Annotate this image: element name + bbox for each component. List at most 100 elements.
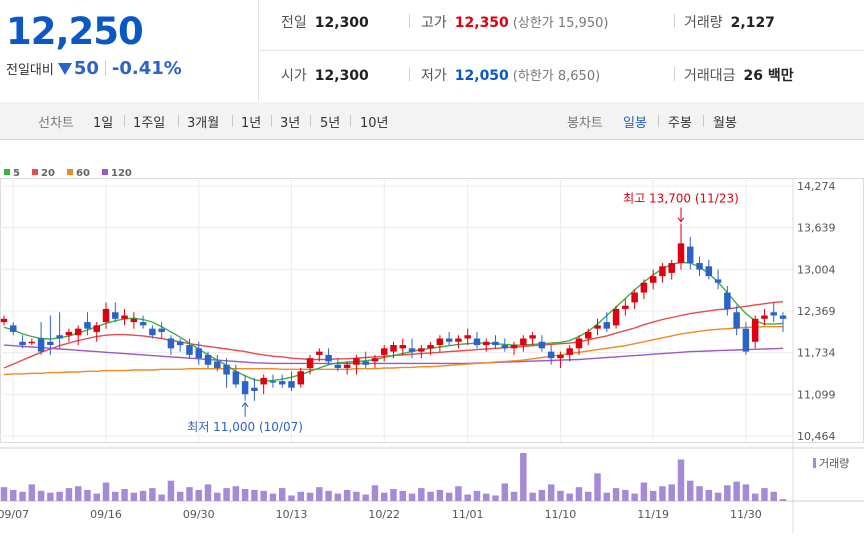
high-label: 고가 <box>421 15 447 31</box>
volume-legend-swatch <box>813 458 816 468</box>
candle-body <box>761 315 768 319</box>
low-value: 12,050 <box>454 68 509 84</box>
open-value: 12,300 <box>314 68 369 84</box>
volume-bar <box>510 491 518 501</box>
tab-weekly[interactable]: 주봉 <box>668 116 692 131</box>
annotations: 최고 13,700 (11/23) 최저 11,000 (10/07) <box>187 192 739 434</box>
tab-1y[interactable]: 1년 <box>241 116 262 131</box>
tab-5y[interactable]: 5년 <box>320 116 341 131</box>
tab-3y[interactable]: 3년 <box>280 116 301 131</box>
candles <box>0 223 787 401</box>
volume-bar <box>445 492 453 501</box>
candle-body <box>176 341 184 346</box>
open-field: 시가 12,300 <box>281 65 369 85</box>
volume-bar <box>585 491 592 501</box>
annotation-low: 최저 11,000 (10/07) <box>187 420 303 434</box>
y-tick-label: 14,274 <box>797 180 836 193</box>
tab-monthly[interactable]: 월봉 <box>713 116 737 131</box>
x-axis: 09/07 09/16 09/30 10/13 10/22 11/01 11/10 11/19… <box>0 508 762 521</box>
candle-body <box>380 348 388 355</box>
candle-body <box>557 354 564 359</box>
volume-bar <box>195 489 202 501</box>
candle-chart-label: 봉차트 <box>567 116 603 131</box>
tab-1w[interactable]: 1주일 <box>133 116 166 131</box>
divider <box>271 115 272 127</box>
candle-body <box>668 263 675 273</box>
candle-body <box>130 318 138 323</box>
change-label: 전일대비 <box>6 63 54 78</box>
candle-body <box>269 381 277 383</box>
candle-body <box>158 328 165 332</box>
volume-bar <box>74 486 82 501</box>
tab-1d[interactable]: 1일 <box>93 116 114 131</box>
divider <box>674 14 675 28</box>
candle-body <box>19 341 26 346</box>
volume-bar <box>714 492 722 501</box>
volume-bar <box>37 490 45 501</box>
candle-body <box>547 351 555 359</box>
tab-10y[interactable]: 10년 <box>360 116 389 131</box>
volume-bar <box>603 492 611 501</box>
candle-body <box>705 266 713 277</box>
divider <box>232 115 233 127</box>
legend-label: 60 <box>76 168 90 179</box>
tab-3m[interactable]: 3개월 <box>187 116 220 131</box>
x-tick-label: 11/10 <box>545 508 577 521</box>
candle-body <box>93 325 100 332</box>
volume-bar <box>464 494 471 501</box>
volume-bar <box>482 493 490 501</box>
volume-bar <box>167 480 175 501</box>
candle-body <box>770 312 777 316</box>
volume-bar <box>47 492 54 501</box>
candle-body <box>436 338 444 346</box>
volume-bar <box>362 494 369 501</box>
volume-bar <box>93 493 100 501</box>
line-chart-label: 선차트 <box>38 116 74 131</box>
divider <box>409 14 410 28</box>
volume-bar <box>10 489 17 501</box>
volume-bar <box>557 490 564 501</box>
volume-bar <box>28 484 36 501</box>
x-tick-label: 09/07 <box>0 508 29 521</box>
divider <box>310 115 311 127</box>
low-label: 저가 <box>421 68 447 84</box>
candle-body <box>149 328 156 336</box>
candle-body <box>195 348 202 359</box>
volume-bar <box>130 492 138 501</box>
candle-body <box>10 325 17 332</box>
candle-body <box>278 381 286 385</box>
divider <box>258 50 864 51</box>
candle-body <box>594 325 601 329</box>
volume-bar <box>112 491 119 501</box>
volume-bar <box>427 491 434 501</box>
legend-swatch <box>32 169 38 175</box>
volume-bar <box>631 493 638 501</box>
candle-body <box>371 358 379 362</box>
candle-body <box>482 341 490 346</box>
lower-limit: (하한가 8,650) <box>512 69 601 84</box>
price-summary: 12,250 전일대비 50 -0.41% <box>0 0 259 101</box>
x-tick-label: 10/22 <box>368 508 400 521</box>
candle-body <box>316 351 323 355</box>
candle-body <box>714 279 722 283</box>
volume-bar <box>399 490 407 501</box>
volume-field: 거래량 2,127 <box>684 12 775 32</box>
candle-body <box>696 263 703 270</box>
volume-bar <box>751 493 759 501</box>
candle-body <box>733 312 740 329</box>
candle-body <box>102 308 110 323</box>
candle-body <box>74 328 82 336</box>
tab-daily[interactable]: 일봉 <box>623 116 647 131</box>
volume-bar <box>214 492 221 501</box>
candle-body <box>724 292 731 309</box>
candle-body <box>47 341 54 346</box>
candle-body <box>121 315 128 319</box>
change-row: 전일대비 50 -0.41% <box>6 58 182 79</box>
down-arrow-icon <box>57 63 72 75</box>
volume-bar <box>455 486 462 501</box>
low-field: 저가 12,050 (하한가 8,650) <box>421 65 600 85</box>
volume-bar <box>325 490 332 501</box>
candle-body <box>260 377 267 385</box>
candle-body <box>56 335 63 339</box>
y-tick-label: 13,004 <box>797 263 836 276</box>
